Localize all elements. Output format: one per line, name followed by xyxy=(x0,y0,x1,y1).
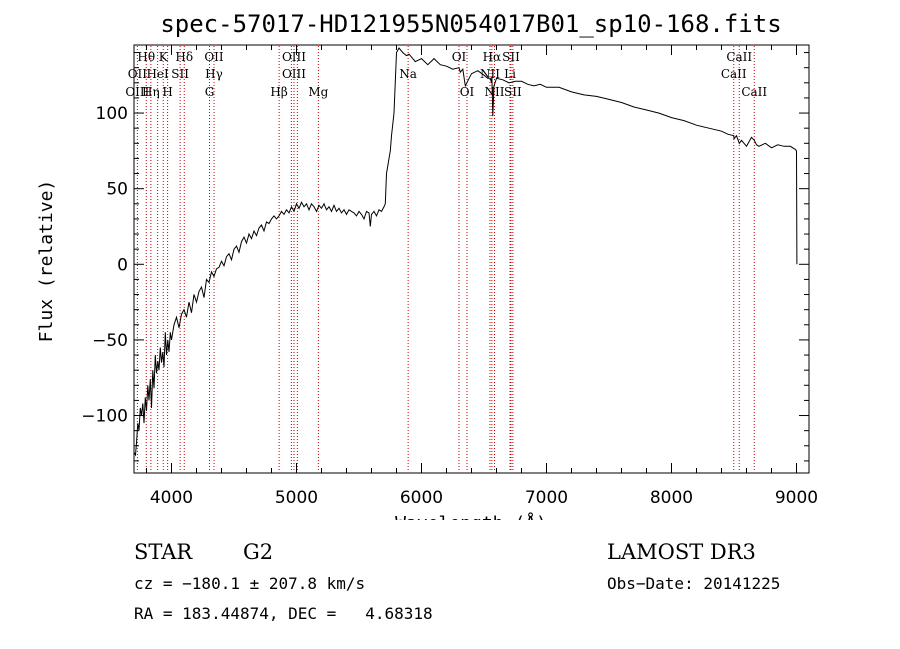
spectrum-chart: spec-57017-HD121955N054017B01_sp10-168.f… xyxy=(36,10,818,520)
spectral-line-label: OII xyxy=(128,67,148,81)
spectral-line-label: OIII xyxy=(282,67,306,81)
y-tick-label: −100 xyxy=(81,407,128,427)
y-axis-label: Flux (relative) xyxy=(36,180,57,343)
spectral-line-label: OIII xyxy=(282,50,306,64)
object-class: STAR xyxy=(134,540,193,564)
y-tick-label: 100 xyxy=(96,104,128,124)
spectrum-series-line xyxy=(134,47,798,457)
spectral-line-label: Na xyxy=(399,67,417,81)
coordinates: RA = 183.44874, DEC = 4.68318 xyxy=(134,604,433,623)
spectral-line-label: H xyxy=(162,85,172,99)
spectral-line-label: Hγ xyxy=(205,67,223,81)
x-axis-label: Wavelength (Å) xyxy=(395,512,547,520)
spectral-line-label: NII xyxy=(485,85,505,99)
spectral-line-label: NII xyxy=(480,67,500,81)
spectral-line-label: SII xyxy=(504,85,522,99)
y-tick-label: 50 xyxy=(106,180,128,200)
spectral-line-label: G xyxy=(205,85,215,99)
spectral-line-label: CaII xyxy=(741,85,767,99)
spectral-line-label: OIII xyxy=(125,85,149,99)
spectral-line-label: OI xyxy=(460,85,475,99)
x-tick-label: 7000 xyxy=(525,488,568,508)
object-subclass: G2 xyxy=(243,540,274,564)
x-tick-label: 5000 xyxy=(275,488,318,508)
spectral-line-label: Hα xyxy=(483,50,502,64)
x-tick-label: 4000 xyxy=(150,488,193,508)
spectral-line-label: OII xyxy=(204,50,224,64)
spectral-line-label: CaII xyxy=(726,50,752,64)
observation-date: Obs−Date: 20141225 xyxy=(607,574,781,593)
y-axis-ticks: −100 −50 0 50 100 xyxy=(81,52,809,462)
x-tick-label: 9000 xyxy=(775,488,818,508)
spectral-line-label: CaII xyxy=(721,67,747,81)
spectral-line-label: SII xyxy=(171,67,189,81)
spectral-line-label: Hδ xyxy=(175,50,193,64)
spectral-line-label: SII xyxy=(502,50,520,64)
spectral-line-label: Li xyxy=(504,67,516,81)
spectral-line-label: OI xyxy=(452,50,467,64)
x-tick-label: 8000 xyxy=(650,488,693,508)
plot-frame xyxy=(133,44,810,474)
chart-title: spec-57017-HD121955N054017B01_sp10-168.f… xyxy=(160,10,781,38)
x-tick-label: 6000 xyxy=(400,488,443,508)
y-tick-label: 0 xyxy=(117,255,128,275)
y-tick-label: −50 xyxy=(92,331,128,351)
spectral-line-label: Hη xyxy=(142,85,160,99)
spectral-line-label: HeI xyxy=(146,67,169,81)
redshift-cz: cz = −180.1 ± 207.8 km/s xyxy=(134,574,366,593)
spectral-line-label: Mg xyxy=(308,85,328,99)
spectral-line-markers xyxy=(136,46,755,472)
spectral-line-label: Hβ xyxy=(270,85,287,99)
spectral-line-label: K xyxy=(159,50,169,64)
spectral-line-label: Hθ xyxy=(137,50,155,64)
survey-name: LAMOST DR3 xyxy=(607,540,756,564)
x-axis-ticks: 4000 5000 6000 7000 8000 9000 xyxy=(146,45,818,508)
